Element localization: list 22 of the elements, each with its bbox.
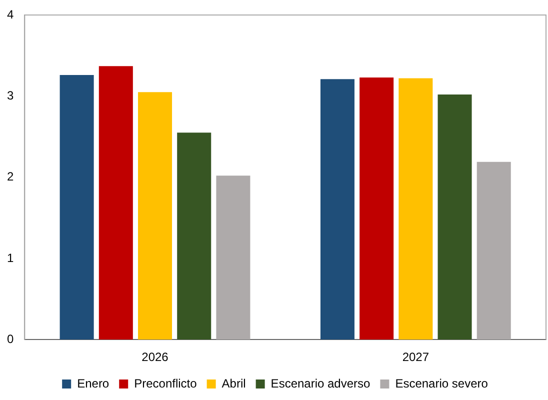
x-tick-label: 2026: [142, 350, 169, 364]
bar: [177, 132, 212, 340]
bar: [476, 162, 511, 340]
legend-label: Escenario adverso: [270, 376, 371, 390]
x-tick-label: 2027: [402, 350, 430, 364]
y-tick-label: 0: [6, 332, 14, 346]
bar: [60, 75, 94, 340]
legend-label: Enero: [77, 376, 110, 390]
bar: [98, 66, 133, 340]
bar: [438, 94, 472, 340]
legend-label: Abril: [222, 376, 246, 390]
bar: [320, 79, 354, 340]
legend-label: Escenario severo: [395, 376, 488, 390]
y-tick-label: 4: [6, 7, 14, 22]
legend-label: Preconflicto: [134, 376, 198, 390]
y-tick-label: 2: [6, 170, 14, 184]
bar: [360, 77, 394, 340]
bar: [398, 78, 433, 340]
y-tick-label: 3: [6, 88, 14, 102]
y-tick-label: 1: [6, 250, 14, 265]
bar: [138, 92, 172, 340]
bar: [216, 176, 250, 340]
